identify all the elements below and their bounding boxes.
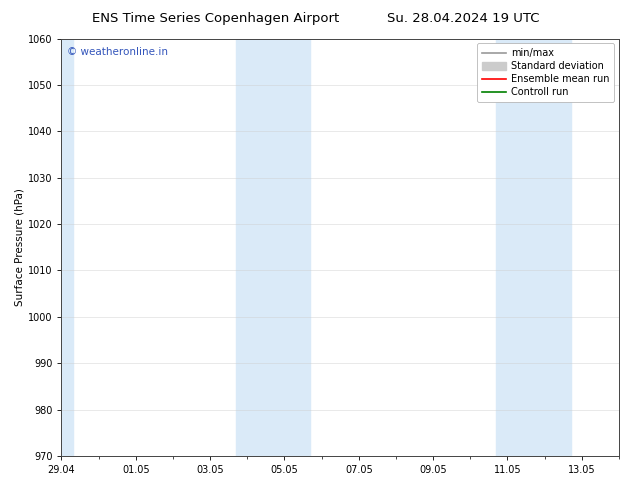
Bar	[61, 39, 72, 456]
Bar	[236, 39, 311, 456]
Bar	[496, 39, 571, 456]
Text: © weatheronline.in: © weatheronline.in	[67, 47, 168, 57]
Text: Su. 28.04.2024 19 UTC: Su. 28.04.2024 19 UTC	[387, 12, 539, 25]
Legend: min/max, Standard deviation, Ensemble mean run, Controll run: min/max, Standard deviation, Ensemble me…	[477, 44, 614, 102]
Y-axis label: Surface Pressure (hPa): Surface Pressure (hPa)	[15, 188, 25, 306]
Text: ENS Time Series Copenhagen Airport: ENS Time Series Copenhagen Airport	[92, 12, 339, 25]
